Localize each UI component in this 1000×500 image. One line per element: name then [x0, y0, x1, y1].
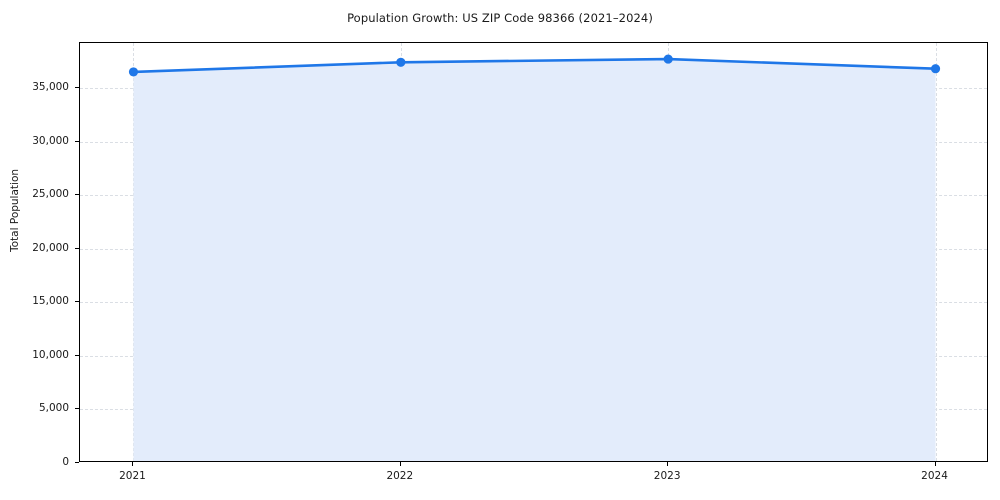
- y-tick-mark: [75, 408, 79, 410]
- x-tick-mark: [399, 462, 401, 466]
- series-area-fill: [133, 59, 936, 461]
- y-tick-mark: [75, 87, 79, 88]
- x-tick-label: 2022: [386, 470, 414, 482]
- y-tick-label: 25,000: [32, 188, 69, 201]
- y-tick-mark: [75, 247, 79, 249]
- y-tick-label: 15,000: [32, 295, 69, 308]
- data-point-marker: [128, 67, 139, 77]
- y-tick-mark: [75, 194, 79, 196]
- x-tick-label: 2023: [653, 470, 681, 482]
- y-tick-label: 30,000: [32, 134, 69, 147]
- x-tick-label: 2024: [921, 470, 948, 482]
- data-point-marker: [396, 57, 406, 67]
- y-tick-label: 10,000: [32, 348, 69, 361]
- data-point-marker: [930, 64, 941, 74]
- plot-inner: [80, 43, 987, 461]
- plot-area: [79, 42, 988, 462]
- gridline-vertical: [935, 43, 937, 461]
- y-tick-mark: [75, 301, 79, 303]
- data-point-marker: [663, 54, 673, 64]
- y-tick-label: 35,000: [32, 81, 69, 93]
- y-tick-label: 0: [62, 456, 69, 468]
- x-tick-label: 2021: [119, 470, 146, 482]
- y-tick-mark: [75, 140, 79, 142]
- y-tick-label: 5,000: [38, 402, 69, 415]
- chart-title: Population Growth: US ZIP Code 98366 (20…: [347, 11, 653, 25]
- x-tick-mark: [934, 462, 936, 466]
- y-tick-label: 20,000: [32, 241, 69, 254]
- y-tick-mark: [75, 462, 79, 463]
- x-tick-mark: [132, 462, 134, 466]
- series-line: [132, 57, 937, 74]
- series-graphic: [128, 54, 941, 461]
- y-tick-mark: [75, 354, 79, 356]
- x-tick-mark: [667, 462, 669, 466]
